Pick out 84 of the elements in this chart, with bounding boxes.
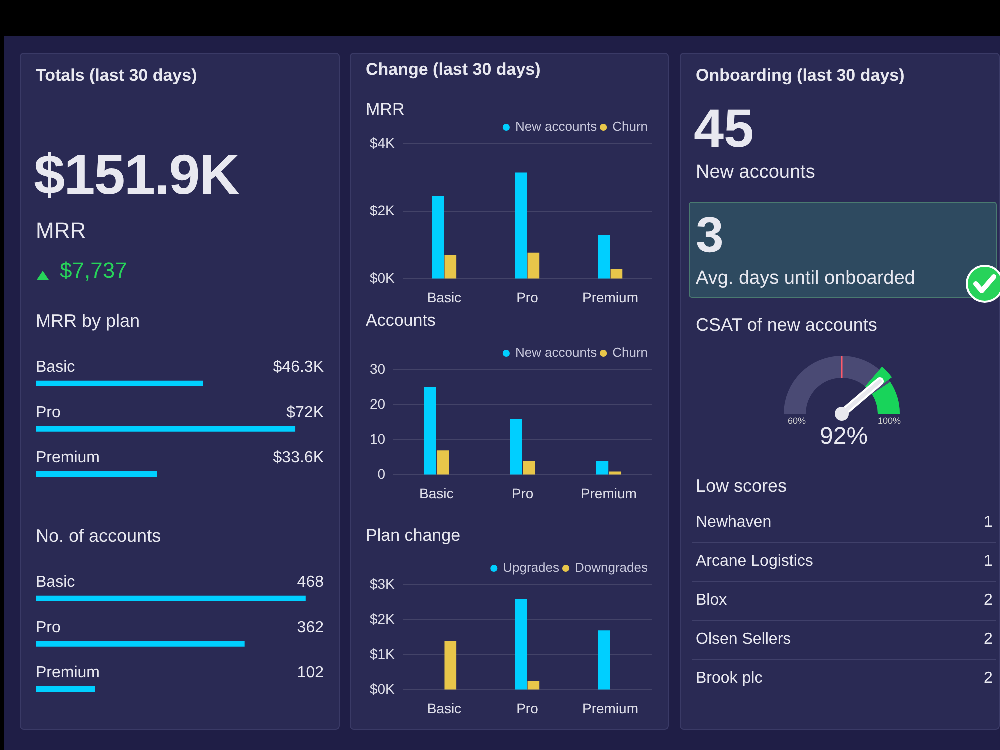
text: 60%	[788, 416, 806, 426]
data-label: $46.3K	[273, 359, 324, 376]
chart-title: Change (last 30 days)	[366, 60, 541, 80]
y-tick-label: $3K	[370, 576, 396, 592]
bar	[598, 235, 610, 279]
category-label: Blox	[696, 592, 728, 610]
y-tick-label: Pro	[36, 619, 61, 636]
bar	[523, 461, 536, 475]
y-tick-label: Pro	[36, 404, 61, 422]
bar	[609, 472, 622, 475]
text: 100%	[878, 416, 902, 426]
legend-label: New accounts	[515, 345, 598, 360]
data-label: 1	[984, 553, 993, 571]
text: 45	[694, 98, 754, 160]
data-label: 2	[984, 670, 993, 688]
bar	[528, 252, 540, 279]
legend-label: Upgrades	[503, 560, 560, 576]
y-tick-label: $1K	[370, 646, 396, 662]
legend-label: Churn	[612, 119, 648, 134]
category-label: Brook plc	[696, 670, 763, 688]
x-tick-label: Basic	[420, 485, 454, 502]
chart-title: No. of accounts	[36, 526, 162, 547]
y-tick-label: $0K	[370, 270, 396, 286]
data-label: 362	[297, 619, 324, 636]
x-tick-label: Pro	[512, 485, 534, 502]
data-label: 1	[984, 514, 993, 532]
bar	[510, 419, 522, 475]
data-label: $72K	[286, 404, 324, 422]
data-label: $33.6K	[273, 450, 324, 467]
bar	[444, 641, 457, 690]
y-tick-label: Basic	[36, 574, 76, 592]
bar	[424, 388, 436, 475]
chart-title: MRR by plan	[36, 311, 140, 332]
y-tick-label: Basic	[36, 359, 76, 376]
data-label: 102	[297, 664, 324, 682]
text: $7,737	[60, 258, 128, 284]
text: CSAT of new accounts	[696, 315, 878, 336]
chart-title: Accounts	[366, 311, 436, 331]
y-tick-label: Premium	[36, 450, 100, 467]
y-tick-label: 10	[370, 430, 386, 447]
legend-label: Downgrades	[575, 560, 648, 576]
text: Avg. days until onboarded	[696, 268, 916, 290]
bar	[598, 630, 610, 690]
x-tick-label: Pro	[516, 289, 539, 306]
text: 3	[696, 206, 724, 264]
data-label: 2	[984, 631, 993, 649]
bar	[515, 599, 528, 690]
x-tick-label: Basic	[427, 700, 462, 716]
x-tick-label: Premium	[582, 289, 638, 306]
y-tick-label: $2K	[370, 202, 396, 218]
text: MRR	[36, 218, 86, 244]
text: Totals (last 30 days)	[36, 66, 198, 86]
y-tick-label: $0K	[370, 681, 396, 698]
bar	[432, 196, 444, 279]
category-label: Newhaven	[696, 514, 772, 532]
category-label: Olsen Sellers	[696, 631, 792, 649]
y-tick-label: Premium	[36, 664, 100, 682]
text: Low scores	[696, 476, 788, 497]
y-tick-label: 20	[370, 396, 386, 412]
y-tick-label: $4K	[370, 134, 396, 151]
bar	[444, 256, 457, 279]
text: 92%	[820, 423, 868, 451]
x-tick-label: Premium	[582, 700, 638, 716]
bar	[528, 681, 540, 690]
legend-label: Churn	[612, 345, 648, 360]
x-tick-label: Pro	[516, 700, 539, 716]
data-label: 468	[297, 574, 324, 592]
x-tick-label: Premium	[580, 485, 637, 502]
bar	[515, 172, 528, 279]
chart-subtitle: MRR	[366, 100, 405, 120]
text: $151.9K	[34, 142, 239, 207]
bar	[596, 461, 609, 475]
y-tick-label: $2K	[370, 610, 396, 627]
category-label: Arcane Logistics	[696, 553, 814, 571]
bar	[610, 269, 623, 279]
x-tick-label: Basic	[427, 289, 462, 306]
chart-title: Plan change	[366, 526, 461, 546]
bar	[436, 450, 450, 475]
legend-label: New accounts	[515, 119, 598, 134]
data-label: 2	[984, 592, 993, 610]
text: Onboarding (last 30 days)	[696, 66, 905, 86]
text: New accounts	[696, 162, 816, 184]
y-tick-label: 30	[370, 360, 386, 377]
y-tick-label: 0	[378, 466, 386, 482]
